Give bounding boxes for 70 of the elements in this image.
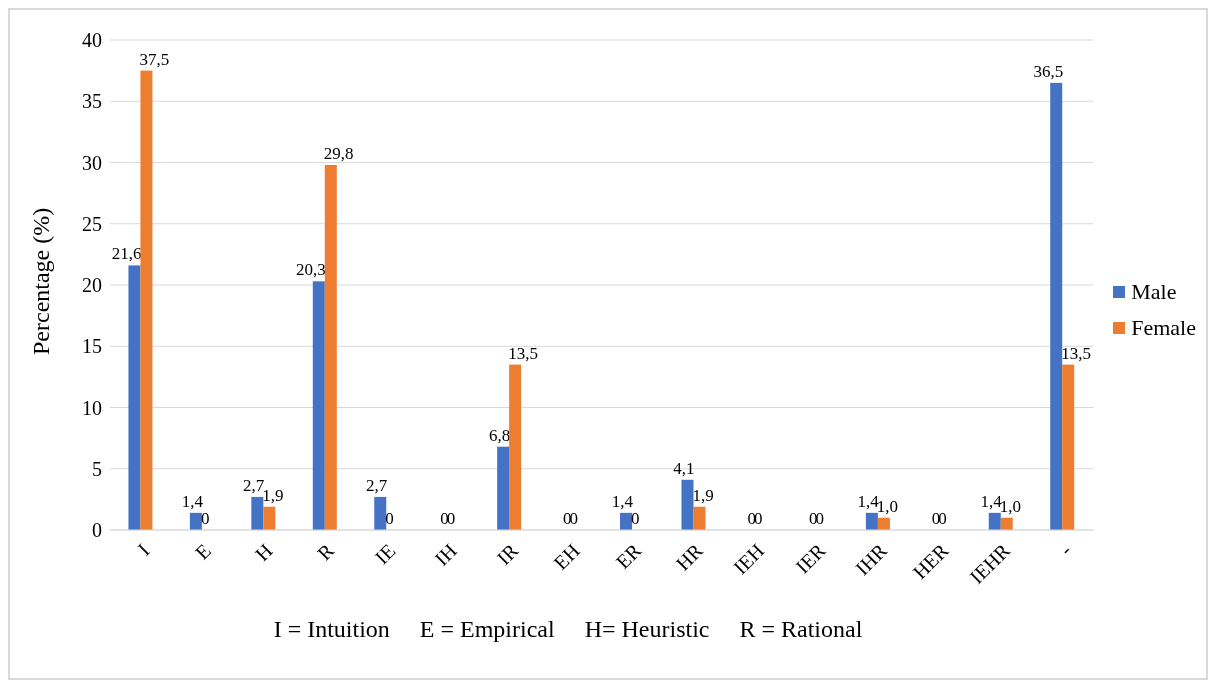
x-tick-label: EH — [549, 539, 584, 574]
data-label: 1,4 — [611, 491, 634, 511]
data-label: 0 — [815, 509, 824, 528]
bar — [620, 512, 633, 530]
bar — [263, 506, 276, 530]
data-label: 20,3 — [296, 260, 326, 280]
x-tick-label: H — [250, 539, 277, 566]
data-label: 1,4 — [857, 491, 880, 511]
bar — [865, 512, 878, 530]
x-tick-label: IE — [370, 539, 400, 569]
x-tick-label: IEH — [728, 539, 769, 579]
x-tick-label: E — [190, 539, 216, 564]
y-tick-label: 25 — [82, 212, 102, 235]
data-label: 0 — [563, 509, 572, 528]
x-tick-label: IR — [492, 538, 523, 570]
y-tick-label: 15 — [82, 335, 102, 358]
x-tick-label: ER — [611, 538, 646, 573]
data-label: 2,7 — [365, 475, 388, 495]
bar — [251, 496, 264, 530]
data-label: 1,9 — [262, 485, 284, 505]
bar — [312, 281, 325, 530]
legend-label: Female — [1131, 315, 1196, 341]
data-label: 4,1 — [673, 458, 695, 478]
x-tick-label: HR — [671, 538, 708, 575]
y-tick-label: 35 — [82, 90, 102, 113]
bar — [128, 265, 141, 530]
data-label: 0 — [808, 509, 818, 528]
y-tick-label: 40 — [82, 29, 102, 52]
bar — [1000, 517, 1013, 530]
bar — [681, 479, 694, 530]
x-tick-label: - — [1055, 539, 1076, 560]
bar — [374, 496, 387, 530]
data-label: 0 — [440, 509, 449, 528]
data-label: 0 — [747, 509, 756, 528]
data-label: 2,7 — [243, 475, 265, 495]
bar — [693, 506, 706, 530]
x-tick-label: IH — [430, 539, 461, 570]
x-tick-label: IHR — [851, 538, 892, 580]
data-label: 29,8 — [323, 143, 354, 163]
data-label: 13,5 — [1061, 343, 1091, 363]
y-tick-label: 0 — [92, 519, 102, 542]
bar — [189, 512, 202, 530]
x-tick-label: IER — [791, 538, 831, 578]
data-label: 21,6 — [111, 244, 142, 264]
data-label: 0 — [385, 509, 394, 528]
data-label: 1,4 — [980, 491, 1003, 511]
bar — [988, 512, 1001, 530]
bar — [497, 446, 510, 530]
y-tick-label: 5 — [92, 457, 102, 480]
data-label: 36,5 — [1033, 61, 1064, 81]
data-label: 37,5 — [139, 49, 170, 69]
bar — [1062, 364, 1075, 530]
y-axis-title: Percentage (%) — [27, 207, 54, 355]
data-label: 0 — [569, 509, 579, 528]
bar — [1050, 82, 1063, 530]
legend-label: Male — [1131, 279, 1177, 305]
bar — [140, 70, 153, 530]
text: I = Intuition E = Empirical H= Heuristic R = Rational — [272, 616, 864, 643]
bar — [877, 517, 890, 530]
y-tick-label: 20 — [82, 274, 102, 297]
x-tick-label: I — [133, 539, 154, 560]
x-tick-label: R — [312, 538, 339, 565]
y-tick-label: 30 — [82, 151, 102, 174]
data-label: 13,5 — [508, 343, 538, 363]
data-label: 1,9 — [692, 485, 714, 505]
bar — [324, 164, 337, 530]
data-label: 0 — [938, 509, 947, 528]
y-tick-label: 10 — [82, 396, 102, 419]
bar — [509, 364, 522, 530]
data-label: 1,4 — [181, 491, 204, 511]
